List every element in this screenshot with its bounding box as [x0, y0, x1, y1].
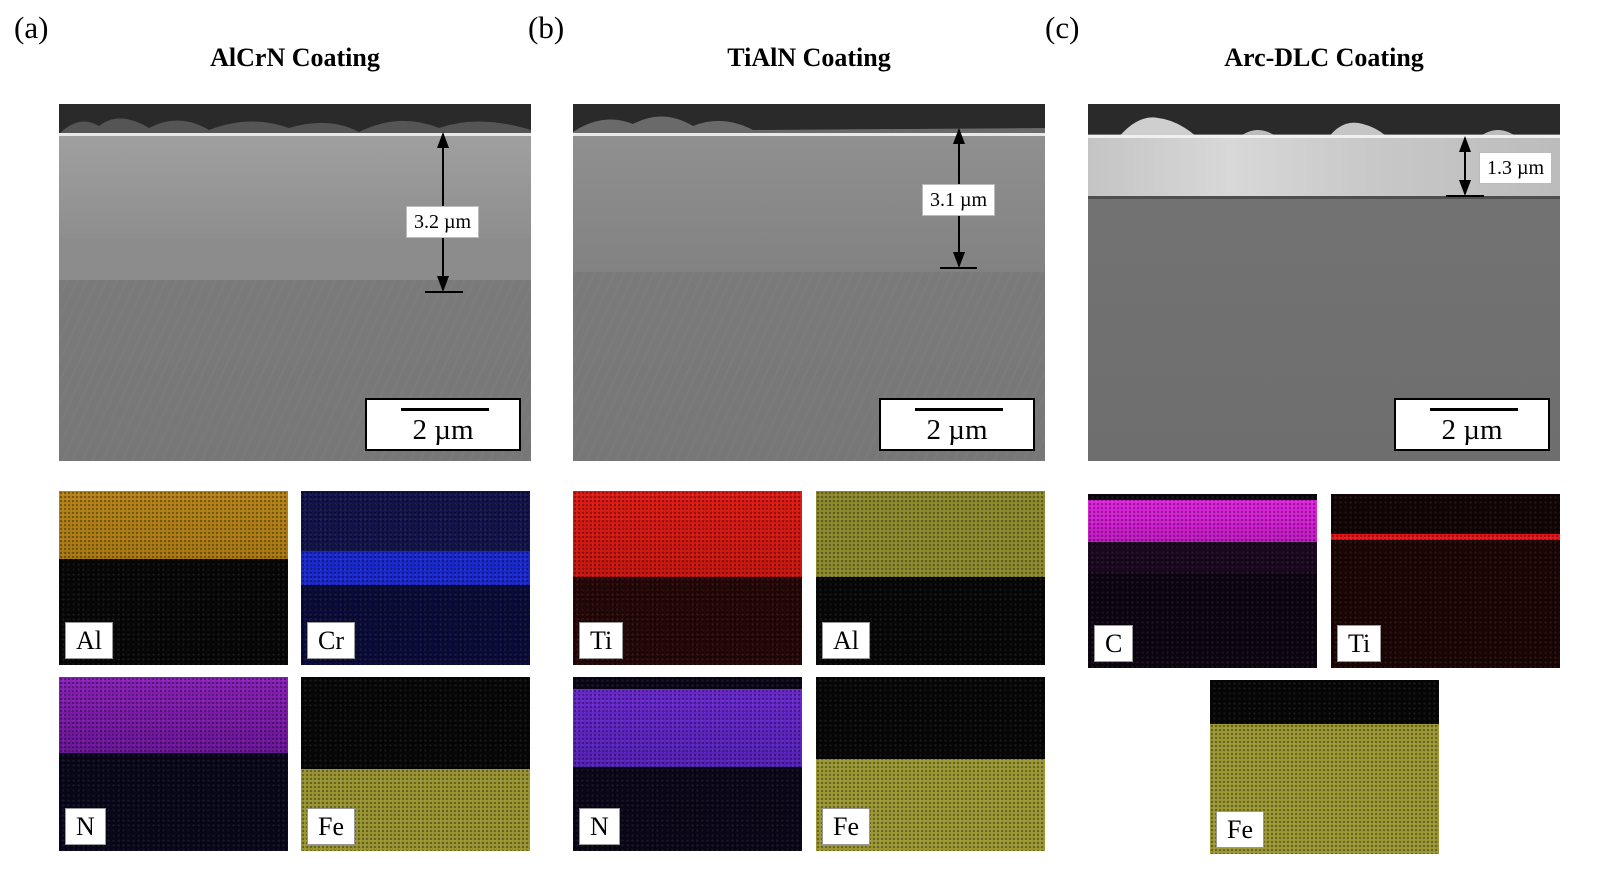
- element-label: Fe: [1216, 811, 1264, 848]
- element-label: C: [1094, 625, 1134, 662]
- panel-label-c: (c): [1045, 10, 1080, 45]
- eds-map-alcrn-cr: Cr: [301, 491, 530, 665]
- eds-map-alcrn-n: N: [59, 677, 288, 851]
- eds-map-alcrn-al: Al: [59, 491, 288, 665]
- sem-image-alcrn: 3.2 µm 2 µm: [59, 104, 531, 461]
- panel-title-b: TiAlN Coating: [727, 43, 891, 72]
- element-label: Al: [65, 622, 113, 659]
- eds-map-dlc-ti: Ti: [1331, 494, 1560, 668]
- thickness-marker-dlc: 1.3 µm: [1088, 104, 1560, 461]
- scale-bar-dlc: 2 µm: [1394, 398, 1550, 451]
- thickness-marker-alcrn: 3.2 µm: [59, 104, 531, 461]
- eds-map-alcrn-fe: Fe: [301, 677, 530, 851]
- element-label: N: [65, 808, 106, 845]
- panel-title-c: Arc-DLC Coating: [1224, 43, 1424, 72]
- element-label: Ti: [579, 622, 624, 659]
- surface-particles: [59, 118, 531, 136]
- panel-label-a: (a): [14, 10, 49, 45]
- thickness-label-dlc: 1.3 µm: [1479, 152, 1553, 184]
- eds-map-tialn-n: N: [573, 677, 802, 851]
- eds-map-tialn-al: Al: [816, 491, 1045, 665]
- panel-title-a: AlCrN Coating: [210, 43, 380, 72]
- panel-label-b: (b): [528, 10, 565, 45]
- scale-bar-tialn: 2 µm: [879, 398, 1035, 451]
- eds-map-dlc-fe: Fe: [1210, 680, 1439, 854]
- element-label: N: [579, 808, 620, 845]
- thickness-marker-tialn: 3.1 µm: [573, 104, 1045, 461]
- eds-map-dlc-c: C: [1088, 494, 1317, 668]
- element-label: Cr: [307, 622, 355, 659]
- eds-map-tialn-ti: Ti: [573, 491, 802, 665]
- sem-image-dlc: 1.3 µm 2 µm: [1088, 104, 1560, 461]
- scale-label-dlc: 2 µm: [1441, 414, 1503, 446]
- element-label: Al: [822, 622, 870, 659]
- eds-map-tialn-fe: Fe: [816, 677, 1045, 851]
- thickness-label-tialn: 3.1 µm: [922, 184, 996, 216]
- scale-label-tialn: 2 µm: [926, 414, 988, 446]
- scale-bar-alcrn: 2 µm: [365, 398, 521, 451]
- surface-particles: [573, 116, 1045, 136]
- element-label: Fe: [822, 808, 870, 845]
- element-label: Fe: [307, 808, 355, 845]
- scale-label-alcrn: 2 µm: [412, 414, 474, 446]
- element-label: Ti: [1337, 625, 1382, 662]
- sem-image-tialn: 3.1 µm 2 µm: [573, 104, 1045, 461]
- thickness-label-alcrn: 3.2 µm: [406, 206, 480, 238]
